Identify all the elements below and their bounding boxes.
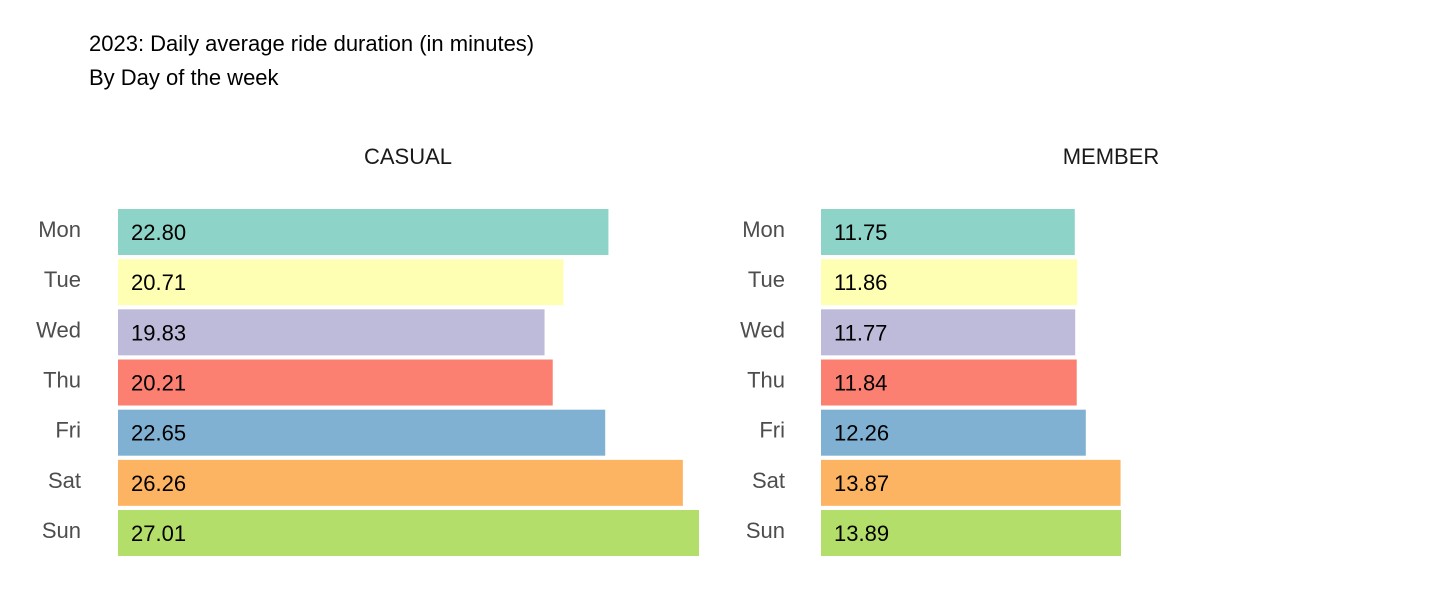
bar-casual-wed — [118, 309, 545, 356]
bar-member-sat — [821, 459, 1121, 506]
y-tick-label-member-fri: Fri — [759, 418, 785, 443]
panel-title-casual: CASUAL — [364, 144, 452, 169]
bar-member-thu — [821, 359, 1077, 406]
bar-casual-tue — [118, 259, 564, 306]
bar-casual-sun — [118, 510, 699, 557]
data-label-casual-sat: 26.26 — [131, 471, 186, 496]
bar-casual-mon — [118, 209, 609, 255]
y-tick-label-casual-sun: Sun — [42, 518, 81, 543]
bar-casual-fri — [118, 409, 606, 456]
y-tick-label-member-sat: Sat — [752, 468, 785, 493]
panel-title-member: MEMBER — [1063, 144, 1160, 169]
y-tick-label-member-sun: Sun — [746, 518, 785, 543]
y-tick-label-casual-mon: Mon — [38, 217, 81, 242]
y-tick-label-casual-sat: Sat — [48, 468, 81, 493]
bar-member-mon — [821, 209, 1075, 255]
bar-member-wed — [821, 309, 1076, 356]
data-label-member-sat: 13.87 — [834, 471, 889, 496]
bar-member-tue — [821, 259, 1078, 306]
panel-casual: CASUAL Mon 22.80 Tue 20.71 Wed 19.83 Thu 20.21 Fr… — [36, 144, 699, 557]
data-label-casual-tue: 20.71 — [131, 270, 186, 295]
data-label-member-wed: 11.77 — [834, 320, 887, 345]
y-tick-label-casual-wed: Wed — [36, 317, 81, 342]
y-tick-label-member-thu: Thu — [747, 368, 785, 393]
y-tick-label-member-mon: Mon — [742, 217, 785, 242]
data-label-casual-wed: 19.83 — [131, 320, 186, 345]
bar-casual-thu — [118, 359, 553, 406]
y-tick-label-casual-fri: Fri — [55, 418, 81, 443]
data-label-member-sun: 13.89 — [834, 521, 889, 546]
data-label-casual-fri: 22.65 — [131, 421, 186, 446]
panel-member: MEMBER Mon 11.75 Tue 11.86 Wed 11.77 Thu 11.84 Fr… — [740, 144, 1160, 557]
data-label-casual-mon: 22.80 — [131, 220, 186, 245]
y-tick-label-casual-thu: Thu — [43, 368, 81, 393]
y-tick-label-casual-tue: Tue — [44, 267, 81, 292]
y-tick-label-member-tue: Tue — [748, 267, 785, 292]
chart-subtitle: By Day of the week — [89, 65, 279, 90]
bar-casual-sat — [118, 459, 683, 506]
data-label-casual-sun: 27.01 — [131, 521, 186, 546]
data-label-member-fri: 12.26 — [834, 421, 889, 446]
data-label-member-tue: 11.86 — [834, 270, 887, 295]
bar-member-fri — [821, 409, 1086, 456]
bar-member-sun — [821, 510, 1121, 557]
data-label-member-thu: 11.84 — [834, 371, 887, 396]
y-tick-label-member-wed: Wed — [740, 317, 785, 342]
data-label-casual-thu: 20.21 — [131, 371, 186, 396]
data-label-member-mon: 11.75 — [834, 220, 887, 245]
chart-title: 2023: Daily average ride duration (in mi… — [89, 31, 535, 56]
